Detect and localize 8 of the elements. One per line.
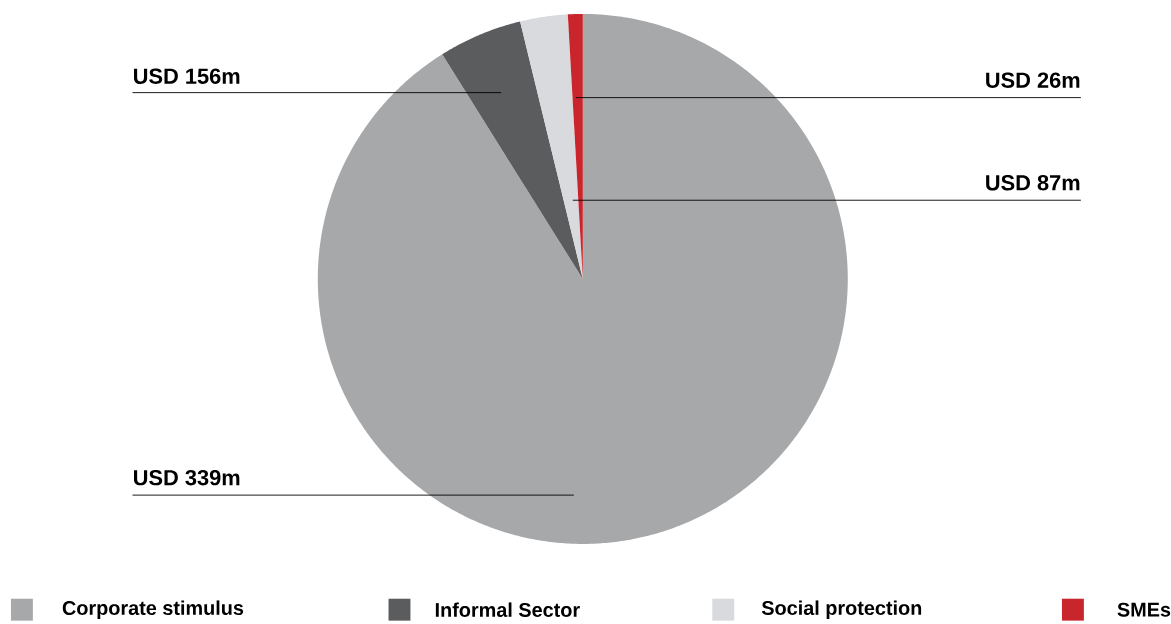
- legend-label: Informal Sector: [435, 602, 580, 618]
- text: USD 156m: [134, 68, 240, 85]
- legend-label: SMEs: [1117, 602, 1171, 617]
- text: USD 26m: [986, 72, 1080, 89]
- text: USD 87m: [986, 175, 1080, 191]
- legend-label: Social protection: [761, 600, 922, 620]
- text: USD 339m: [134, 470, 240, 486]
- legend-label: Corporate stimulus: [62, 600, 244, 620]
